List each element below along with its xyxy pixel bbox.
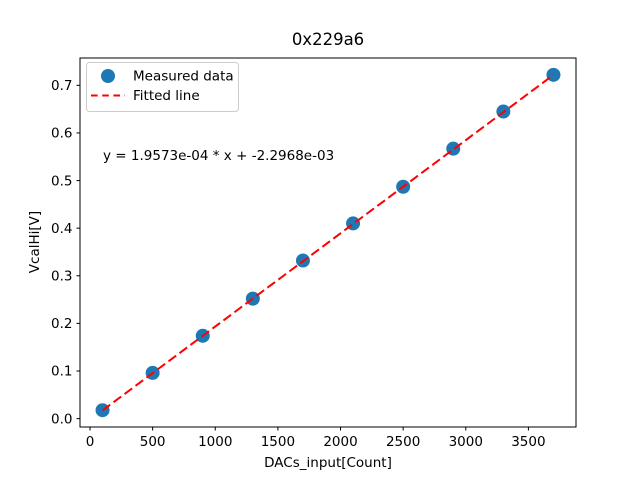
x-axis-label: DACs_input[Count]: [264, 455, 392, 471]
x-tick-label: 0: [86, 434, 95, 450]
plot-area-border: [79, 57, 577, 428]
legend-box: [86, 62, 239, 112]
x-tick-label: 2500: [386, 434, 420, 450]
x-tick-label: 3500: [511, 434, 545, 450]
x-tick-label: 1000: [198, 434, 232, 450]
y-axis-ticks: 0.0 0.1 0.2 0.3 0.4 0.5 0.6 0.7: [51, 78, 80, 427]
chart-title: 0x229a6: [292, 30, 364, 49]
fitted-line: [101, 74, 555, 412]
y-tick-label: 0.5: [51, 173, 72, 189]
legend-label-measured: Measured data: [133, 69, 234, 85]
x-tick-label: 2000: [323, 434, 357, 450]
legend-label-fitted: Fitted line: [133, 88, 200, 104]
y-tick-label: 0.3: [51, 268, 72, 284]
x-tick-label: 500: [140, 434, 166, 450]
x-axis-ticks: 0 500 1000 1500 2000 2500 3000 3500: [86, 427, 546, 450]
legend: Measured data Fitted line: [86, 62, 239, 112]
y-tick-label: 0.6: [51, 126, 72, 142]
x-tick-label: 3000: [449, 434, 483, 450]
legend-measured-marker-icon: [101, 69, 115, 83]
x-tick-label: 1500: [261, 434, 295, 450]
y-tick-label: 0.4: [51, 221, 72, 237]
y-tick-label: 0.1: [51, 364, 72, 380]
y-tick-label: 0.7: [51, 78, 72, 94]
y-axis-label: VcalHi[V]: [27, 211, 43, 273]
y-tick-label: 0.2: [51, 316, 72, 332]
fit-equation-annotation: y = 1.9573e-04 * x + -2.2968e-03: [103, 148, 334, 164]
y-tick-label: 0.0: [51, 411, 72, 427]
